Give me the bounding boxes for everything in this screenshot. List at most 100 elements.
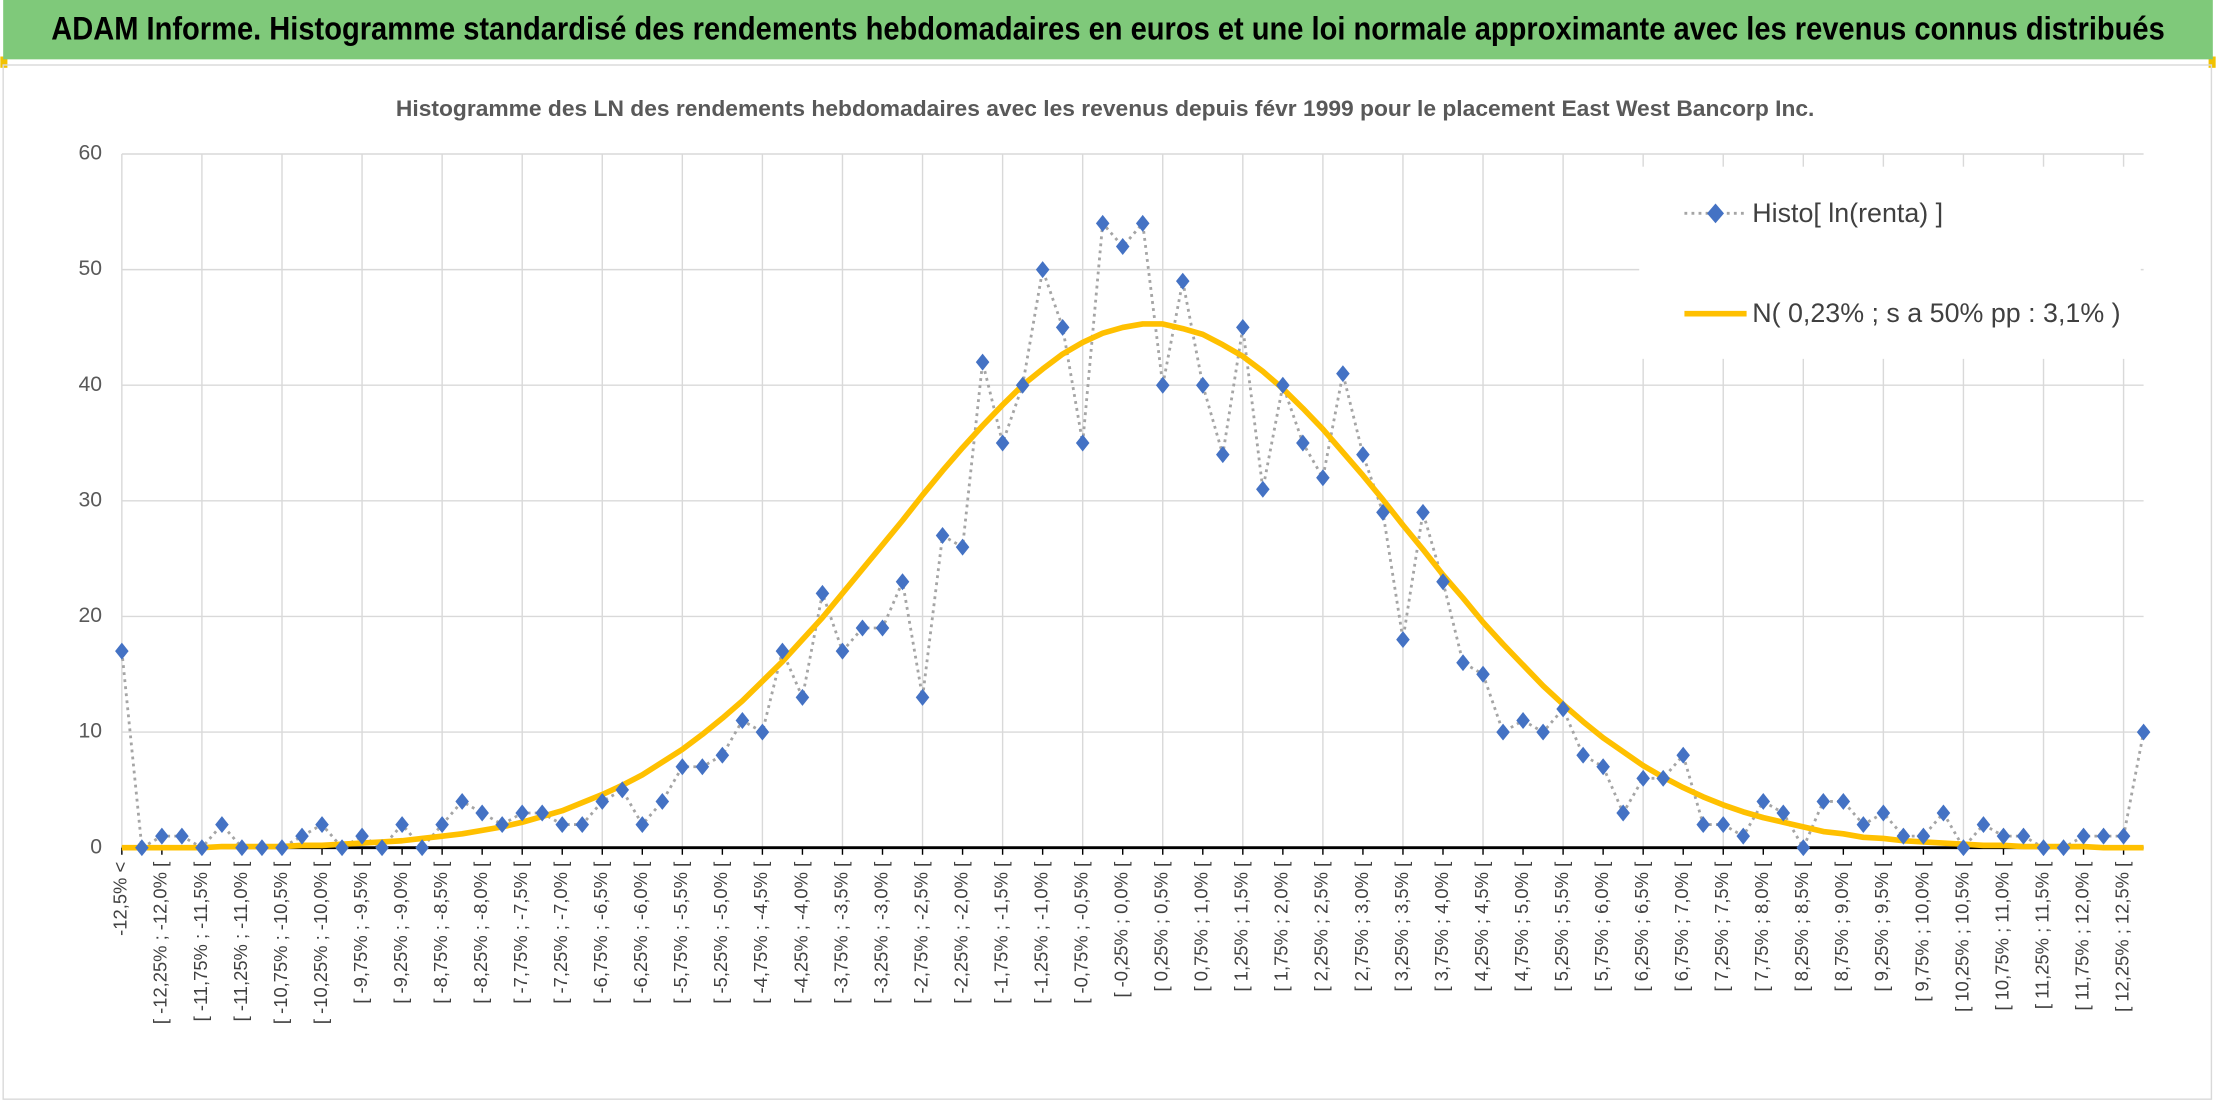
x-tick-label: [ -6,75% ; -6,5% [: [590, 862, 611, 1004]
x-tick-label: [ -1,25% ; -1,0% [: [1030, 862, 1051, 1004]
histogram-point: [475, 804, 489, 822]
x-tick-label: [ 10,75% ; 11,0% [: [1991, 862, 2012, 1011]
histogram-point: [1336, 365, 1350, 383]
y-tick-label: 0: [90, 835, 102, 858]
histogram-point: [1296, 434, 1310, 452]
histogram-point: [1836, 792, 1851, 810]
histogram-point: [215, 816, 229, 834]
histogram-point: [575, 816, 590, 834]
histogram-point: [1135, 214, 1150, 232]
histogram-point: [1656, 769, 1670, 787]
histogram-point: [535, 804, 549, 822]
histogram-point: [195, 839, 209, 857]
histogram-point: [1916, 827, 1931, 845]
histogram-point: [1556, 700, 1570, 718]
x-tick-label: [ -8,25% ; -8,0% [: [470, 862, 491, 1004]
histogram-point: [555, 816, 570, 834]
histogram-point: [1035, 261, 1050, 279]
x-tick-label: [ -4,75% ; -4,5% [: [750, 862, 771, 1004]
x-tick-label: [ 7,75% ; 8,0% [: [1751, 862, 1772, 992]
y-tick-label: 60: [78, 142, 102, 165]
histogram-point: [1756, 792, 1771, 810]
x-tick-label: [ 1,25% ; 1,5% [: [1231, 862, 1252, 992]
histogram-point: [115, 642, 129, 660]
histogram-point: [2116, 827, 2131, 845]
histogram-point: [975, 353, 990, 371]
x-tick-label: [ -10,25% ; -10,0% [: [310, 862, 331, 1024]
x-tick-label: [ 6,25% ; 6,5% [: [1631, 862, 1652, 992]
histogram-point: [515, 804, 529, 822]
histogram-point: [2056, 839, 2071, 857]
x-tick-label: [ 2,25% ; 2,5% [: [1311, 862, 1332, 992]
x-tick-label: [ 4,25% ; 4,5% [: [1471, 862, 1492, 992]
histogram-point: [1496, 723, 1510, 741]
histogram-point: [455, 792, 469, 810]
x-tick-label: [ 3,25% ; 3,5% [: [1391, 862, 1412, 992]
x-tick-label: [ 12,25% ; 12,5% [: [2111, 862, 2132, 1012]
histogram-point: [275, 839, 289, 857]
histogram-point: [255, 839, 269, 857]
y-tick-label: 50: [78, 257, 102, 280]
legend-marker: [1707, 203, 1724, 224]
histogram-point: [1636, 769, 1650, 787]
x-tick-label: [ 11,75% ; 12,0% [: [2071, 862, 2092, 1011]
x-tick-label: [ -2,25% ; -2,0% [: [950, 862, 971, 1004]
y-tick-label: 10: [78, 720, 102, 743]
histogram-point: [1115, 238, 1130, 255]
histogram-point: [335, 839, 349, 857]
histogram-point: [1936, 804, 1951, 822]
x-tick-label: [ 10,25% ; 10,5% [: [1951, 862, 1972, 1012]
histogram-point: [675, 758, 690, 776]
histogram-point: [1396, 631, 1410, 649]
histogram-point: [415, 839, 429, 857]
x-tick-label: [ 6,75% ; 7,0% [: [1671, 862, 1692, 992]
histogram-point: [315, 816, 329, 834]
chart-title: ADAM Informe. Histogramme standardisé de…: [51, 11, 2165, 47]
histogram-point: [495, 816, 509, 834]
legend-box: [1639, 166, 2141, 359]
x-tick-label: [ 11,25% ; 11,5% [: [2031, 862, 2052, 1009]
histogram-point: [1576, 746, 1590, 764]
y-tick-label: 20: [78, 604, 102, 627]
x-tick-label: [ -5,25% ; -5,0% [: [710, 862, 731, 1004]
x-tick-label: [ 0,75% ; 1,0% [: [1191, 862, 1212, 992]
histogram-point: [855, 619, 870, 637]
histogram-point: [2016, 827, 2031, 845]
x-tick-label: [ -10,75% ; -10,5% [: [270, 862, 291, 1024]
histogram-point: [1055, 318, 1070, 336]
x-tick-label: [ -6,25% ; -6,0% [: [630, 862, 651, 1004]
histogram-point: [1856, 816, 1871, 834]
x-tick-label: [ 8,25% ; 8,5% [: [1791, 862, 1812, 992]
x-tick-label: [ 9,75% ; 10,0% [: [1911, 862, 1932, 1002]
chart-frame: [2, 64, 2213, 1100]
histogram-point: [635, 816, 650, 834]
histogram-point: [295, 827, 309, 845]
x-tick-label: [ -3,25% ; -3,0% [: [870, 862, 891, 1004]
x-tick-label: [ -0,25% ; 0,0% [: [1111, 862, 1132, 998]
normal-curve: [121, 321, 2144, 851]
histogram-point: [1216, 446, 1230, 464]
histogram-point: [1376, 503, 1390, 521]
histogram-point: [2096, 827, 2111, 845]
histogram-point: [175, 827, 189, 845]
histogram-point: [1436, 573, 1450, 591]
x-tick-label: [ -2,75% ; -2,5% [: [910, 862, 931, 1004]
histogram-point: [1256, 480, 1270, 498]
corner-accent: [2208, 56, 2216, 68]
histogram-point: [755, 723, 770, 741]
x-tick-label: [ 4,75% ; 5,0% [: [1511, 862, 1532, 992]
y-tick-label: 30: [78, 488, 102, 511]
histogram-point: [1876, 804, 1891, 822]
histogram-point: [1075, 434, 1090, 452]
histogram-point: [1476, 665, 1490, 683]
histogram-line: [120, 219, 2145, 851]
histogram-point: [395, 816, 409, 834]
legend-label: N( 0,23% ; s a 50% pp : 3,1% ): [1752, 298, 2120, 328]
x-tick-label: [ -9,75% ; -9,5% [: [350, 862, 371, 1004]
histogram-point: [1896, 827, 1911, 845]
x-tick-label: [ -0,75% ; -0,5% [: [1071, 862, 1092, 1004]
histogram-point: [375, 839, 389, 857]
x-tick-label: [ 0,25% ; 0,5% [: [1151, 862, 1172, 992]
